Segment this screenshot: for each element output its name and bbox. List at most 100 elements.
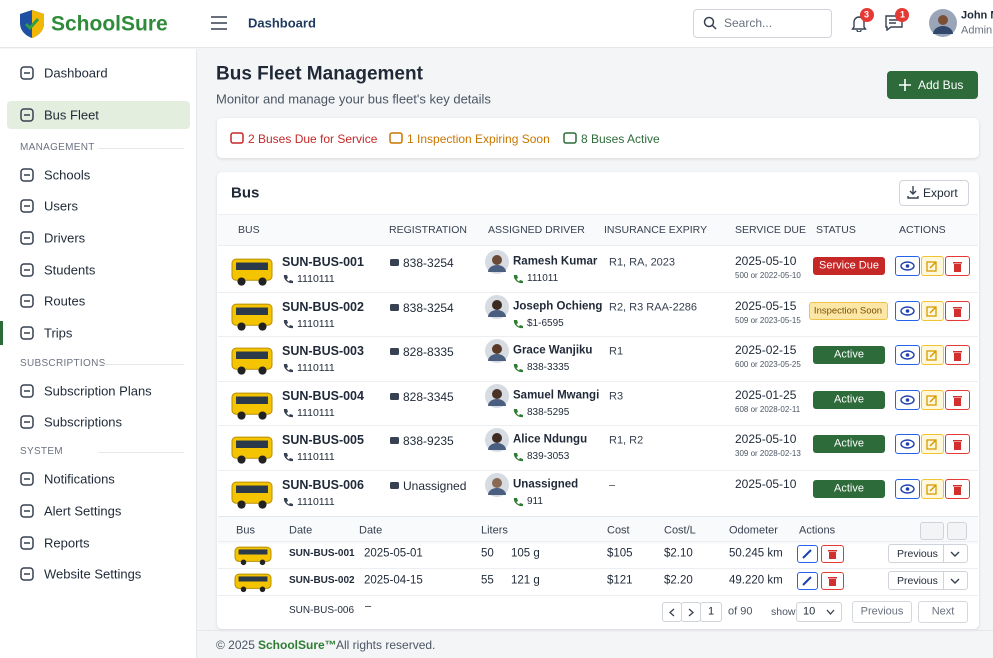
- fuel-header: Date: [359, 524, 383, 537]
- status-pill: [813, 480, 885, 498]
- status-pill: [813, 257, 885, 275]
- phone-icon: [283, 275, 293, 284]
- phone-icon: [283, 408, 293, 417]
- trash-icon: [953, 262, 962, 272]
- driver-phone: 911: [527, 496, 543, 507]
- page-total: of 90: [728, 605, 753, 618]
- trash-icon: [953, 440, 962, 451]
- bus-image: [234, 573, 272, 593]
- phone-icon: [283, 319, 293, 328]
- service-due: 2025-05-10: [735, 432, 797, 447]
- edit-icon: [926, 484, 937, 495]
- fuel-cost: $105: [607, 547, 633, 560]
- nav-item: Schools: [44, 167, 91, 183]
- nav-item: Subscriptions: [44, 414, 123, 430]
- service-note: 309 or 2028-02-13: [735, 449, 801, 459]
- service-due: 2025-01-25: [735, 387, 797, 402]
- bus-icon: [390, 348, 399, 356]
- fuel-date: 2025-04-15: [364, 574, 423, 587]
- eye-icon: [900, 261, 915, 271]
- notification-count: 3: [864, 9, 870, 20]
- status-pill: [809, 301, 888, 320]
- row-divider: [218, 595, 978, 596]
- menu-toggle[interactable]: [211, 16, 227, 30]
- row-divider: [218, 568, 978, 569]
- column-header: REGISTRATION: [389, 223, 467, 236]
- export-label: Export: [923, 186, 958, 200]
- nav-icon: [20, 168, 34, 182]
- nav-item: Users: [44, 198, 78, 214]
- bus-phone: 1110111: [297, 317, 335, 330]
- bus-image: [231, 258, 273, 286]
- registration: 838-3254: [403, 256, 454, 270]
- driver-avatar: [485, 473, 509, 497]
- row-divider: [218, 470, 978, 471]
- status-pill: [813, 346, 885, 365]
- fuel-tool[interactable]: [947, 522, 967, 540]
- fuel-menu[interactable]: [888, 571, 968, 590]
- page-input[interactable]: [700, 602, 722, 622]
- bus-name: SUN-BUS-005: [282, 433, 364, 448]
- driver-avatar: [485, 294, 509, 319]
- export-icon: [907, 186, 919, 199]
- column-header: SERVICE DUE: [735, 223, 806, 236]
- row-divider: [218, 541, 978, 542]
- next-button[interactable]: [918, 601, 968, 623]
- phone-icon: [513, 498, 523, 507]
- driver-avatar: [485, 383, 509, 408]
- service-due: 2025-05-15: [735, 298, 797, 313]
- service-due: 2025-02-15: [735, 343, 797, 358]
- driver-name: Grace Wanjiku: [513, 344, 593, 357]
- fuel-header: Liters: [481, 524, 508, 537]
- bus-phone: 1110111: [297, 495, 335, 508]
- driver-phone: 111011: [527, 273, 559, 284]
- fuel-odometer: 50.245 km: [729, 547, 783, 560]
- fuel-bus: SUN-BUS-001: [289, 548, 355, 559]
- bus-icon: [390, 482, 399, 489]
- insurance-expiry: R1: [609, 345, 624, 358]
- alert-text: 2 Buses Due for Service: [248, 132, 378, 146]
- fuel-menu[interactable]: [888, 544, 968, 563]
- user-avatar[interactable]: [929, 9, 957, 37]
- bus-name: SUN-BUS-002: [282, 299, 364, 314]
- previous-label: Previous: [860, 605, 904, 618]
- driver-avatar: [485, 250, 509, 274]
- edit-icon: [926, 439, 937, 451]
- edit-icon: [926, 395, 937, 406]
- bus-icon: [390, 303, 399, 311]
- next-label: Next: [931, 605, 955, 618]
- fuel-tool[interactable]: [920, 522, 944, 540]
- pen-icon: [802, 576, 812, 586]
- bus-name: SUN-BUS-001: [282, 254, 364, 269]
- page-size-select[interactable]: [796, 602, 842, 622]
- bus-name: SUN-BUS-003: [282, 343, 364, 358]
- phone-icon: [513, 319, 523, 328]
- logo-text: SchoolSure: [51, 12, 168, 36]
- phone-icon: [513, 275, 523, 284]
- chevron-right: [688, 608, 694, 617]
- registration: Unassigned: [403, 479, 467, 493]
- export-button[interactable]: [899, 180, 969, 206]
- search-box[interactable]: [693, 9, 832, 38]
- footer-copyright: © 2025: [216, 638, 255, 652]
- eye-icon: [900, 395, 915, 405]
- alert-bar: [217, 118, 979, 158]
- column-header: ACTIONS: [899, 223, 946, 236]
- row-divider: [218, 380, 978, 382]
- eye-icon: [900, 439, 915, 450]
- page-title: Bus Fleet Management: [216, 63, 423, 85]
- nav-section-title: MANAGEMENT: [20, 142, 95, 153]
- footer-line: [197, 630, 993, 631]
- eye-icon: [900, 305, 915, 316]
- insurance-expiry: R2, R3 RAA-2286: [609, 301, 698, 314]
- sidebar: [0, 49, 197, 658]
- menu-split: [943, 544, 944, 563]
- registration: 828-3345: [403, 389, 454, 404]
- trash-icon: [953, 395, 962, 406]
- nav-icon: [20, 66, 34, 80]
- service-due: 2025-05-10: [735, 477, 797, 491]
- fuel-header: Actions: [799, 524, 836, 537]
- previous-button[interactable]: [852, 601, 912, 623]
- nav-item: Website Settings: [44, 566, 142, 582]
- nav-item: Bus Fleet: [44, 107, 99, 123]
